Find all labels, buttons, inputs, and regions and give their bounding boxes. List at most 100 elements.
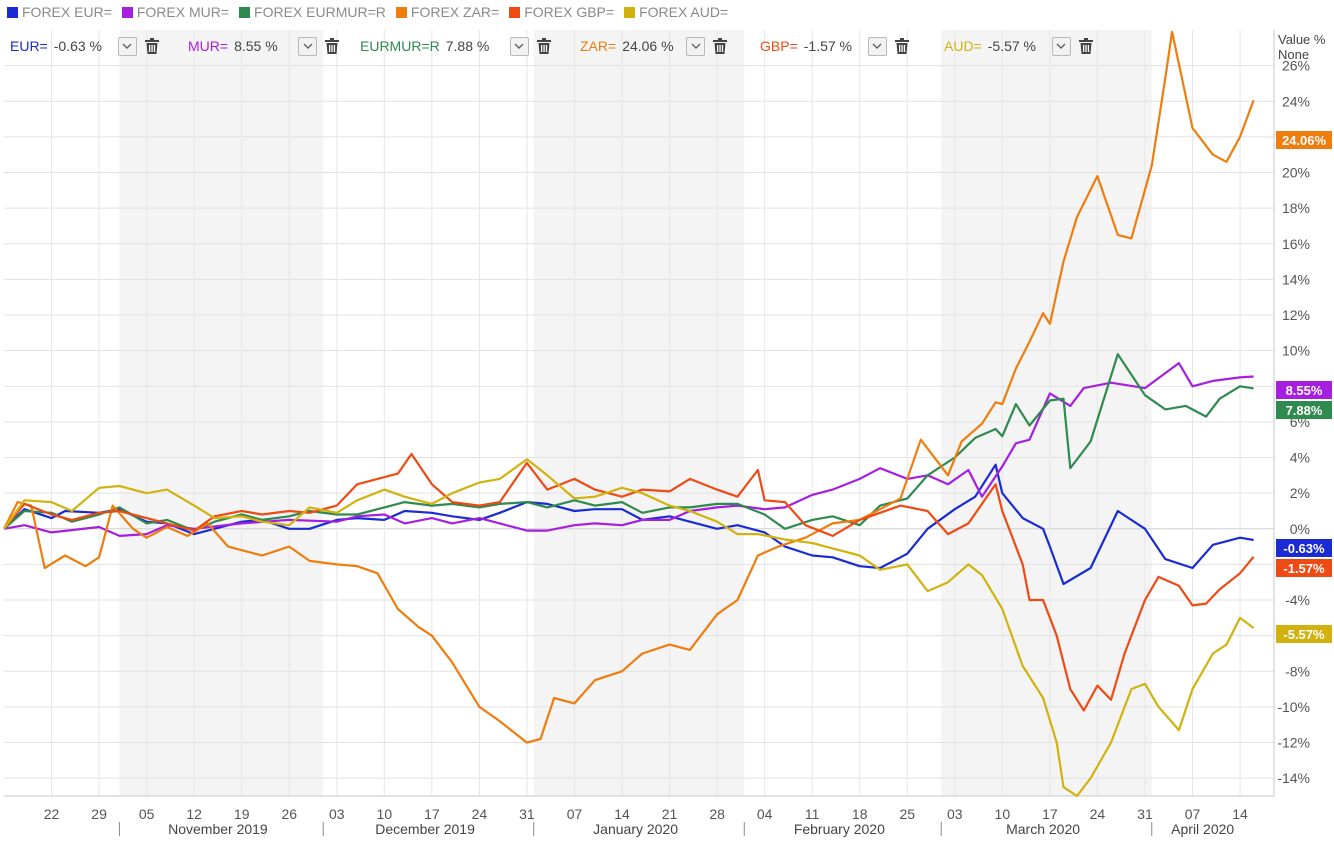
trash-icon[interactable] xyxy=(144,38,159,54)
series-control-name: AUD= xyxy=(944,38,982,54)
x-tick-label: 18 xyxy=(852,806,868,822)
x-tick-label: 24 xyxy=(472,806,488,822)
legend-label: FOREX EUR= xyxy=(22,4,112,20)
chevron-down-icon[interactable] xyxy=(298,36,318,56)
x-tick-label: 22 xyxy=(44,806,60,822)
y-tick-label: 0% xyxy=(1290,521,1310,537)
legend-item[interactable]: FOREX MUR= xyxy=(121,4,230,20)
x-tick-label: 03 xyxy=(329,806,345,822)
legend-item[interactable]: FOREX GBP= xyxy=(509,4,614,20)
chevron-down-icon[interactable] xyxy=(686,36,706,56)
x-tick-label: 28 xyxy=(709,806,725,822)
last-value-badge xyxy=(1276,381,1332,399)
series-line-gbp xyxy=(3,452,1255,712)
scale-mode: None xyxy=(1278,47,1310,62)
x-tick-label: 11 xyxy=(805,806,820,822)
x-tick-label: 14 xyxy=(614,806,630,822)
month-label: December 2019 xyxy=(375,821,475,837)
trash-icon[interactable] xyxy=(713,38,728,54)
chevron-down-icon[interactable] xyxy=(509,36,529,56)
trash-icon[interactable] xyxy=(536,38,551,54)
legend-swatch xyxy=(7,6,18,18)
last-value-label: 24.06% xyxy=(1282,133,1327,148)
y-tick-label: 4% xyxy=(1290,450,1310,466)
y-axis-ticks: -14%-12%-10%-8%-6%-4%-2%0%2%4%6%8%10%12%… xyxy=(1277,58,1310,787)
y-tick-label: -12% xyxy=(1277,735,1310,751)
legend-item[interactable]: FOREX AUD= xyxy=(624,4,728,20)
series-control-value: -1.57 % xyxy=(803,38,852,54)
last-value-badge xyxy=(1276,559,1332,577)
chevron-down-icon[interactable] xyxy=(1051,36,1071,56)
x-tick-label: 07 xyxy=(1185,806,1201,822)
trash-icon[interactable] xyxy=(894,38,909,54)
y-tick-label: -8% xyxy=(1285,663,1310,679)
series-line-eur xyxy=(3,463,1254,586)
y-axis-mode-label: Value % None xyxy=(1278,32,1330,62)
legend-label: FOREX GBP= xyxy=(524,4,615,20)
trash-icon[interactable] xyxy=(325,38,340,54)
last-value-label: 7.88% xyxy=(1286,403,1323,418)
legend-label: FOREX AUD= xyxy=(639,4,729,20)
legend-swatch xyxy=(624,6,636,18)
series-control: AUD= -5.57 % xyxy=(944,34,1093,58)
last-value-badge xyxy=(1276,401,1332,419)
last-value-label: 8.55% xyxy=(1286,383,1323,398)
y-tick-label: 16% xyxy=(1282,236,1310,252)
last-value-label: -5.57% xyxy=(1283,627,1325,642)
y-tick-label: 10% xyxy=(1282,343,1310,359)
series-control-value: 24.06 % xyxy=(622,38,674,54)
x-tick-label: 04 xyxy=(757,806,773,822)
legend-label: FOREX MUR= xyxy=(136,4,230,20)
series-control-name: EUR= xyxy=(10,38,48,54)
series-line-aud xyxy=(3,458,1255,798)
last-value-badge xyxy=(1276,539,1332,557)
series-control-name: MUR= xyxy=(188,38,229,54)
y-tick-label: -4% xyxy=(1285,592,1310,608)
legend-swatch xyxy=(509,6,521,18)
series-control-value: 8.55 % xyxy=(234,38,278,54)
legend-item[interactable]: FOREX ZAR= xyxy=(395,4,499,20)
series-control-name: ZAR= xyxy=(580,38,617,54)
y-tick-label: 18% xyxy=(1282,200,1310,216)
y-tick-label: 26% xyxy=(1282,58,1310,74)
x-tick-label: 31 xyxy=(519,806,535,822)
month-band xyxy=(941,30,1152,796)
last-value-badge xyxy=(1276,131,1332,149)
series-control: EURMUR=R 7.88 % xyxy=(360,34,551,58)
chevron-down-icon[interactable] xyxy=(117,36,137,56)
x-tick-label: 10 xyxy=(995,806,1011,822)
last-value-badges: -0.63% 8.55% 7.88% 24.06% -1.57% -5.57% xyxy=(1276,131,1332,643)
x-tick-label: 24 xyxy=(1090,806,1106,822)
x-tick-label: 07 xyxy=(567,806,583,822)
month-label: March 2020 xyxy=(1006,821,1080,837)
x-tick-label: 26 xyxy=(281,806,297,822)
legend-item[interactable]: FOREX EURMUR=R xyxy=(239,4,386,20)
x-tick-label: 03 xyxy=(947,806,963,822)
grid-lines xyxy=(4,30,1275,797)
month-label: January 2020 xyxy=(593,821,678,837)
x-axis-ticks: 22 29 05 12 19 26 03 10 17 24 31 07 14 21 28 04 11 18 25 03… xyxy=(44,806,1248,822)
x-tick-label: 17 xyxy=(1042,806,1058,822)
y-tick-label: 24% xyxy=(1282,93,1310,109)
month-band xyxy=(533,30,745,796)
x-tick-label: 21 xyxy=(662,806,678,822)
legend: FOREX EUR= FOREX MUR= FOREX EURMUR=R FOREX … xyxy=(0,4,731,24)
series-control: MUR= 8.55 % xyxy=(188,34,340,58)
y-tick-label: -10% xyxy=(1277,699,1310,715)
month-bands xyxy=(119,30,1152,796)
chevron-down-icon[interactable] xyxy=(867,36,887,56)
series-line-zar xyxy=(3,30,1255,744)
series-control-value: -0.63 % xyxy=(53,38,102,54)
series-control-value: 7.88 % xyxy=(445,38,490,54)
month-label: April 2020 xyxy=(1171,821,1234,837)
x-tick-label: 31 xyxy=(1137,806,1153,822)
legend-swatch xyxy=(395,6,407,18)
x-tick-label: 12 xyxy=(186,806,202,822)
month-label: November 2019 xyxy=(168,821,268,837)
legend-item[interactable]: FOREX EUR= xyxy=(7,4,112,20)
series-control-name: EURMUR=R xyxy=(360,38,440,54)
trash-icon[interactable] xyxy=(1078,38,1093,54)
y-tick-label: -14% xyxy=(1277,770,1310,786)
x-tick-label: 19 xyxy=(234,806,250,822)
